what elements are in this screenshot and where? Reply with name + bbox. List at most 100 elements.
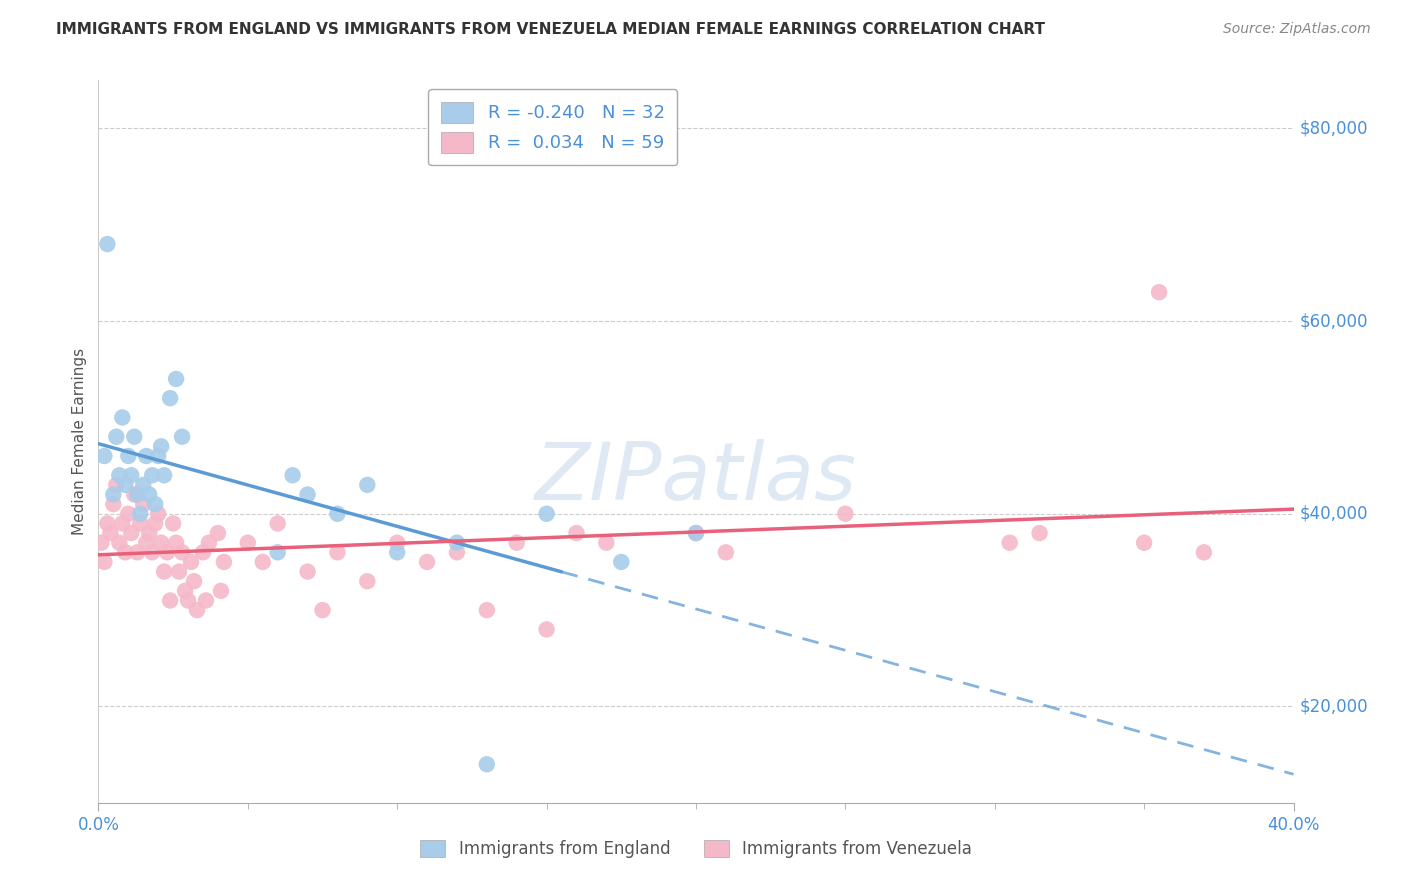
Point [120, 468, 142, 483]
Point [159, 593, 181, 607]
Point [1147, 285, 1170, 300]
Point [141, 468, 163, 483]
Point [103, 487, 125, 501]
Point [183, 574, 205, 589]
Point [117, 507, 139, 521]
Point [252, 555, 274, 569]
Point [96, 516, 118, 531]
Point [127, 487, 149, 501]
Text: ZIPatlas: ZIPatlas [534, 439, 858, 516]
Point [446, 545, 468, 559]
Point [114, 545, 136, 559]
Point [475, 757, 498, 772]
Point [135, 535, 157, 549]
Point [207, 526, 229, 541]
Point [143, 516, 166, 531]
Point [165, 372, 187, 386]
Point [326, 507, 349, 521]
Point [186, 603, 208, 617]
Point [159, 391, 181, 405]
Point [385, 545, 409, 559]
Point [162, 516, 184, 531]
Point [177, 593, 200, 607]
Point [111, 516, 134, 531]
Point [120, 526, 142, 541]
Text: Source: ZipAtlas.com: Source: ZipAtlas.com [1223, 22, 1371, 37]
Point [108, 535, 131, 549]
Point [108, 468, 131, 483]
Point [834, 507, 856, 521]
Point [506, 535, 529, 549]
Point [565, 526, 588, 541]
Point [148, 507, 170, 521]
Point [105, 430, 128, 444]
Point [96, 237, 118, 252]
Point [127, 545, 149, 559]
Point [180, 555, 202, 569]
Point [135, 449, 157, 463]
Point [297, 565, 319, 579]
Point [198, 535, 221, 549]
Point [138, 526, 160, 541]
Point [385, 535, 409, 549]
Point [98, 526, 122, 541]
Point [536, 623, 558, 637]
Point [311, 603, 333, 617]
Point [141, 545, 163, 559]
Point [114, 478, 136, 492]
Point [195, 593, 218, 607]
Point [172, 545, 194, 559]
Point [1028, 526, 1050, 541]
Point [148, 449, 170, 463]
Point [93, 555, 115, 569]
Text: IMMIGRANTS FROM ENGLAND VS IMMIGRANTS FROM VENEZUELA MEDIAN FEMALE EARNINGS CORR: IMMIGRANTS FROM ENGLAND VS IMMIGRANTS FR… [56, 22, 1045, 37]
Point [326, 545, 349, 559]
Point [998, 535, 1021, 549]
Point [167, 565, 190, 579]
Text: $80,000: $80,000 [1299, 120, 1368, 137]
Y-axis label: Median Female Earnings: Median Female Earnings [72, 348, 87, 535]
Legend: Immigrants from England, Immigrants from Venezuela: Immigrants from England, Immigrants from… [412, 832, 980, 867]
Text: $60,000: $60,000 [1299, 312, 1368, 330]
Point [150, 535, 173, 549]
Point [685, 526, 707, 541]
Point [150, 439, 173, 453]
Point [172, 430, 194, 444]
Point [267, 545, 290, 559]
Point [132, 478, 155, 492]
Point [90, 535, 112, 549]
Point [156, 545, 179, 559]
Point [536, 507, 558, 521]
Point [129, 516, 152, 531]
Text: $40,000: $40,000 [1299, 505, 1368, 523]
Point [165, 535, 187, 549]
Point [685, 526, 707, 541]
Point [475, 603, 498, 617]
Text: $20,000: $20,000 [1299, 698, 1368, 715]
Point [1133, 535, 1156, 549]
Point [93, 449, 115, 463]
Point [174, 583, 197, 598]
Point [153, 565, 176, 579]
Point [111, 410, 134, 425]
Point [132, 497, 155, 511]
Point [356, 478, 378, 492]
Point [153, 468, 176, 483]
Point [143, 497, 166, 511]
Point [129, 507, 152, 521]
Point [105, 478, 128, 492]
Point [138, 487, 160, 501]
Point [212, 555, 235, 569]
Point [446, 535, 468, 549]
Point [124, 487, 146, 501]
Point [236, 535, 259, 549]
Point [117, 449, 139, 463]
Point [267, 516, 290, 531]
Point [1192, 545, 1215, 559]
Point [610, 555, 633, 569]
Point [209, 583, 232, 598]
Point [124, 430, 146, 444]
Point [191, 545, 214, 559]
Point [595, 535, 617, 549]
Point [281, 468, 304, 483]
